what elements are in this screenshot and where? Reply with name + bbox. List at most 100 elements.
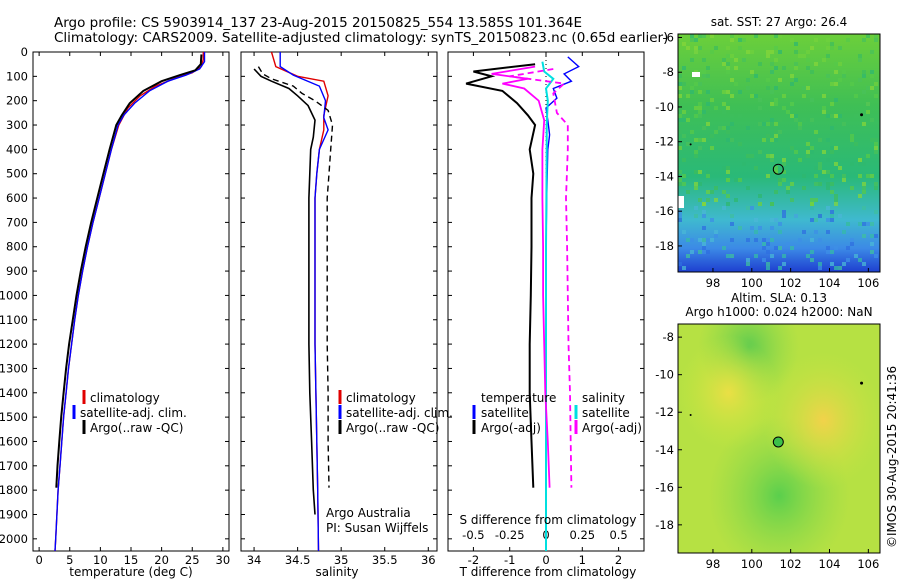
sst-pixel (810, 150, 814, 154)
sst-pixel (678, 210, 682, 214)
sst-pixel (770, 158, 774, 162)
sst-pixel (778, 50, 782, 54)
t-difference-axis-label: T difference from climatology (459, 565, 637, 579)
temperature-x-tick-label: 20 (154, 553, 169, 567)
salinity-legend: climatology satellite-adj. clim. Argo(..… (326, 390, 453, 535)
sst-pixel (774, 190, 778, 194)
sst-pixel (830, 146, 834, 150)
sst-pixel (726, 62, 730, 66)
sst-pixel (746, 262, 750, 266)
sst-pixel (758, 150, 762, 154)
sst-pixel (754, 74, 758, 78)
sst-pixel (818, 182, 822, 186)
sst-pixel (734, 58, 738, 62)
sst-pixel (846, 38, 850, 42)
depth-tick-label: 1600 (0, 434, 28, 448)
sst-pixel (786, 186, 790, 190)
sst-pixel (858, 158, 862, 162)
sst-pixel (782, 106, 786, 110)
sst-pixel (766, 54, 770, 58)
sst-pixel (694, 186, 698, 190)
sst-pixel (830, 42, 834, 46)
temperature-x-tick-label: 30 (216, 553, 231, 567)
sst-pixel (754, 230, 758, 234)
sst-pixel (778, 222, 782, 226)
credit-line-2: PI: Susan Wijffels (326, 521, 428, 535)
sst-pixel (874, 38, 878, 42)
sst-pixel (710, 146, 714, 150)
s-difference-tick-label: -0.25 (495, 528, 525, 542)
sst-pixel (758, 202, 762, 206)
sst-pixel (726, 70, 730, 74)
sst-pixel (814, 166, 818, 170)
salinity-x-tick-label: 36 (421, 553, 436, 567)
sst-pixel (726, 46, 730, 50)
sst-pixel (842, 174, 846, 178)
sst-pixel (754, 166, 758, 170)
sst-pixel (710, 218, 714, 222)
sst-pixel (706, 170, 710, 174)
sst-pixel (758, 242, 762, 246)
sla-lat-tick-label: -10 (655, 368, 674, 382)
sst-pixel (682, 66, 686, 70)
sst-pixel (694, 206, 698, 210)
sla-lat-tick-label: -14 (655, 443, 674, 457)
sst-pixel (766, 122, 770, 126)
sst-pixel (690, 58, 694, 62)
sst-pixel (826, 138, 830, 142)
legend-label-s-satellite: satellite (582, 406, 630, 420)
title-line-1: Argo profile: CS 5903914_137 23-Aug-2015… (54, 15, 582, 31)
sst-pixel (794, 62, 798, 66)
legend-label-satellite: satellite-adj. clim. (346, 406, 453, 420)
sst-pixel (682, 110, 686, 114)
sst-pixel (754, 238, 758, 242)
sst-pixel (702, 138, 706, 142)
sst-pixel (870, 250, 874, 254)
sst-pixel (778, 78, 782, 82)
sst-pixel (722, 246, 726, 250)
s-difference-axis-label: S difference from climatology (460, 513, 637, 527)
sst-pixel (790, 102, 794, 106)
sst-pixel (862, 222, 866, 226)
sst-pixel (746, 154, 750, 158)
sst-pixel (770, 226, 774, 230)
sst-pixel (710, 134, 714, 138)
sst-pixel (730, 78, 734, 82)
depth-tick-label: 500 (6, 167, 28, 181)
sst-pixel (842, 262, 846, 266)
temperature-series-argo-raw-qc- (55, 54, 203, 488)
salinity-axis-label: salinity (315, 565, 358, 579)
sst-pixel (778, 246, 782, 250)
sst-pixel (730, 114, 734, 118)
sst-pixel (686, 142, 690, 146)
sst-pixel (730, 138, 734, 142)
sst-pixel (698, 110, 702, 114)
sst-pixel (686, 118, 690, 122)
sst-pixel (830, 214, 834, 218)
sst-pixel (814, 218, 818, 222)
sst-pixel (722, 110, 726, 114)
sst-pixel (838, 114, 842, 118)
legend-label-satellite: satellite-adj. clim. (80, 406, 187, 420)
sst-pixel (698, 106, 702, 110)
sst-pixel (774, 86, 778, 90)
sst-pixel (770, 218, 774, 222)
sst-map-frame (677, 33, 881, 273)
sst-pixel (818, 138, 822, 142)
sst-pixel (774, 66, 778, 70)
sst-pixel (702, 70, 706, 74)
sst-pixel (834, 114, 838, 118)
sst-pixel (694, 106, 698, 110)
sst-pixel (678, 214, 682, 218)
sst-pixel (770, 238, 774, 242)
sst-pixel (694, 214, 698, 218)
sst-pixel (706, 90, 710, 94)
difference-series-s-argo-adj- (491, 65, 551, 488)
sst-pixel (730, 214, 734, 218)
sst-pixel (810, 202, 814, 206)
sst-pixel (874, 182, 878, 186)
sst-pixel (862, 90, 866, 94)
sst-pixel (798, 158, 802, 162)
sst-pixel (810, 258, 814, 262)
sst-lat-tick-label: -18 (655, 239, 674, 253)
